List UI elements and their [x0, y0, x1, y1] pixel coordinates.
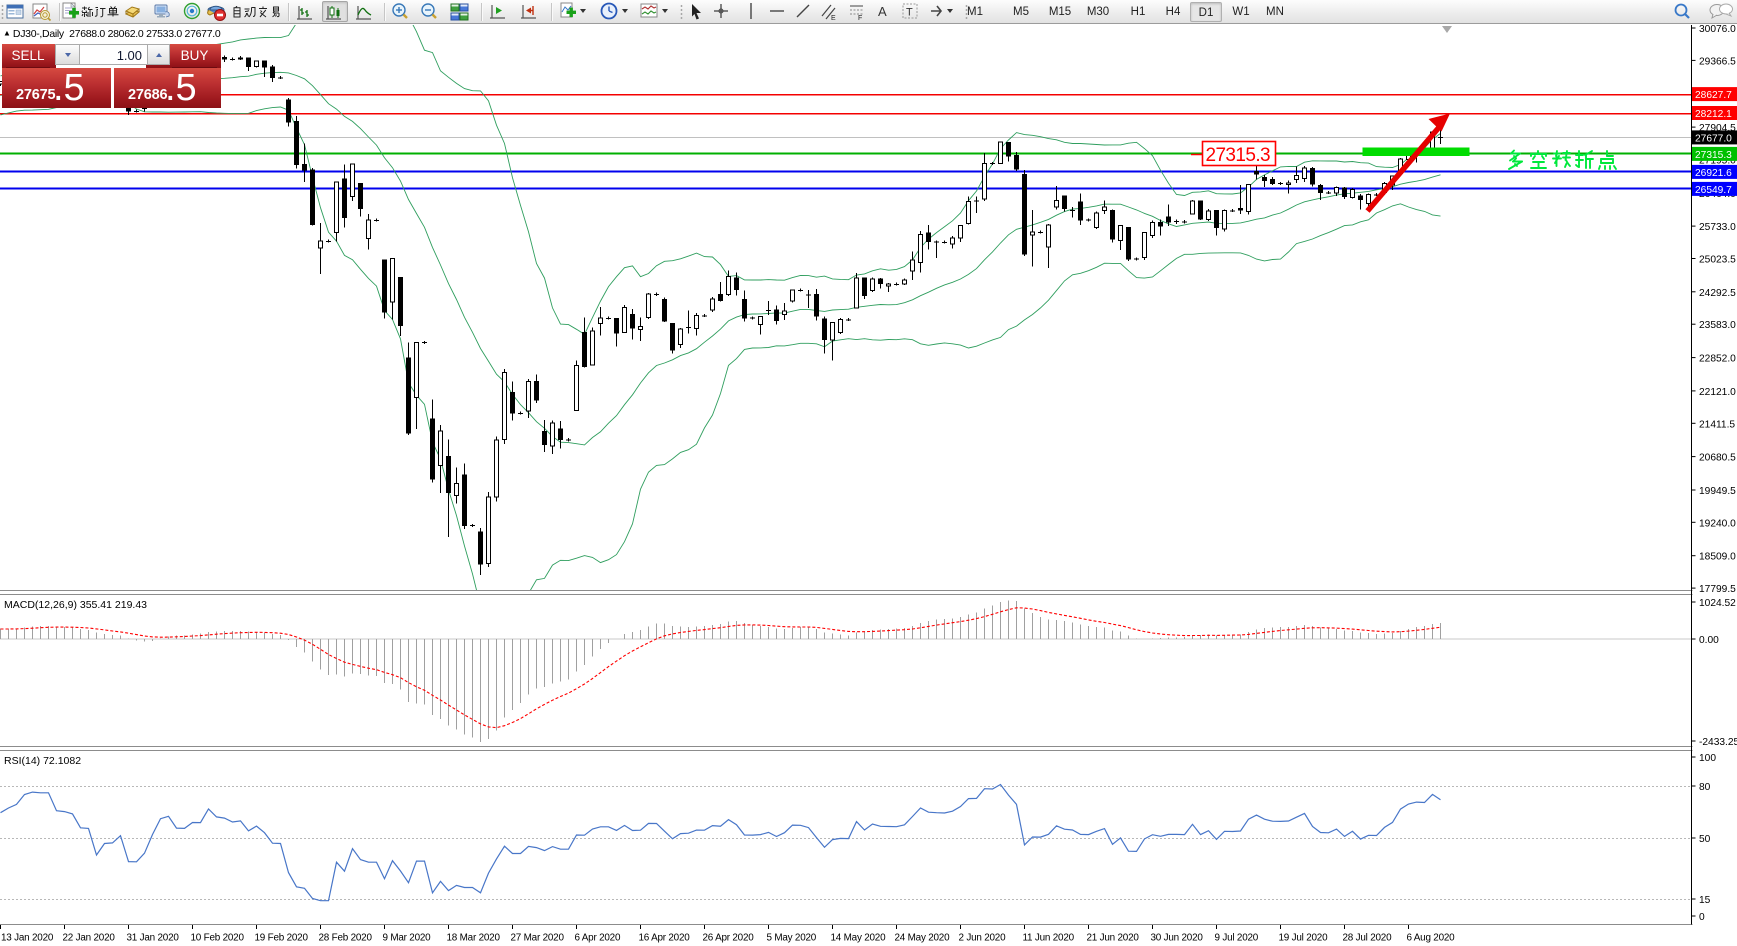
svg-text:20680.5: 20680.5	[1699, 453, 1736, 464]
svg-text:24 May 2020: 24 May 2020	[895, 933, 951, 944]
svg-text:E: E	[831, 15, 836, 22]
svg-text:9 Mar 2020: 9 Mar 2020	[383, 933, 432, 944]
svg-text:24292.5: 24292.5	[1699, 288, 1736, 299]
svg-text:0: 0	[1699, 912, 1705, 923]
svg-text:27904.5: 27904.5	[1699, 123, 1736, 134]
svg-text:50: 50	[1699, 834, 1711, 845]
svg-text:0.00: 0.00	[1699, 635, 1719, 646]
svg-text:28212.1: 28212.1	[1695, 109, 1732, 120]
svg-text:80: 80	[1699, 782, 1711, 793]
svg-text:28 Feb 2020: 28 Feb 2020	[319, 933, 373, 944]
svg-text:100: 100	[1699, 753, 1716, 764]
svg-text:11 Jun 2020: 11 Jun 2020	[1023, 933, 1075, 944]
svg-text:26549.7: 26549.7	[1695, 185, 1732, 196]
svg-text:28627.7: 28627.7	[1695, 90, 1732, 101]
svg-text:2 Jun 2020: 2 Jun 2020	[959, 933, 1007, 944]
svg-text:-2433.25: -2433.25	[1699, 737, 1737, 748]
svg-text:10 Feb 2020: 10 Feb 2020	[191, 933, 245, 944]
svg-text:23583.0: 23583.0	[1699, 320, 1736, 331]
svg-text:6 Apr 2020: 6 Apr 2020	[575, 933, 621, 944]
svg-text:19240.0: 19240.0	[1699, 518, 1736, 529]
svg-text:T: T	[906, 7, 913, 19]
svg-text:RSI(14) 72.1082: RSI(14) 72.1082	[4, 755, 81, 767]
svg-text:16 Apr 2020: 16 Apr 2020	[639, 933, 691, 944]
svg-text:28 Jul 2020: 28 Jul 2020	[1343, 933, 1393, 944]
svg-text:F: F	[858, 15, 862, 22]
svg-text:19949.5: 19949.5	[1699, 486, 1736, 497]
svg-text:19 Jul 2020: 19 Jul 2020	[1279, 933, 1329, 944]
svg-text:17799.5: 17799.5	[1699, 584, 1736, 595]
svg-text:18509.0: 18509.0	[1699, 552, 1736, 563]
svg-text:A: A	[878, 4, 887, 19]
svg-text:29366.5: 29366.5	[1699, 56, 1736, 67]
svg-text:MACD(12,26,9) 355.41 219.43: MACD(12,26,9) 355.41 219.43	[4, 599, 147, 611]
svg-text:27315.3: 27315.3	[1695, 150, 1732, 161]
svg-text:14 May 2020: 14 May 2020	[831, 933, 887, 944]
svg-text:27315.3: 27315.3	[1206, 145, 1271, 166]
svg-text:18 Mar 2020: 18 Mar 2020	[447, 933, 501, 944]
svg-text:21411.5: 21411.5	[1699, 419, 1735, 430]
svg-text:27 Mar 2020: 27 Mar 2020	[511, 933, 565, 944]
svg-text:31 Jan 2020: 31 Jan 2020	[127, 933, 180, 944]
svg-text:30 Jun 2020: 30 Jun 2020	[1151, 933, 1204, 944]
svg-text:30076.0: 30076.0	[1699, 25, 1736, 35]
svg-text:9 Jul 2020: 9 Jul 2020	[1215, 933, 1259, 944]
svg-text:19 Feb 2020: 19 Feb 2020	[255, 933, 309, 944]
svg-text:25023.5: 25023.5	[1699, 255, 1736, 266]
svg-text:13 Jan 2020: 13 Jan 2020	[1, 933, 54, 944]
svg-text:26921.6: 26921.6	[1695, 168, 1732, 179]
svg-text:5 May 2020: 5 May 2020	[767, 933, 817, 944]
svg-text:22121.0: 22121.0	[1699, 387, 1736, 398]
svg-text:1024.52: 1024.52	[1699, 598, 1736, 609]
svg-text:27677.0: 27677.0	[1695, 133, 1732, 144]
svg-text:22852.0: 22852.0	[1699, 354, 1736, 365]
svg-text:21 Jun 2020: 21 Jun 2020	[1087, 933, 1140, 944]
svg-text:15: 15	[1699, 895, 1711, 906]
svg-text:22 Jan 2020: 22 Jan 2020	[63, 933, 116, 944]
svg-text:6 Aug 2020: 6 Aug 2020	[1407, 933, 1456, 944]
svg-text:25733.0: 25733.0	[1699, 222, 1736, 233]
svg-text:26 Apr 2020: 26 Apr 2020	[703, 933, 755, 944]
